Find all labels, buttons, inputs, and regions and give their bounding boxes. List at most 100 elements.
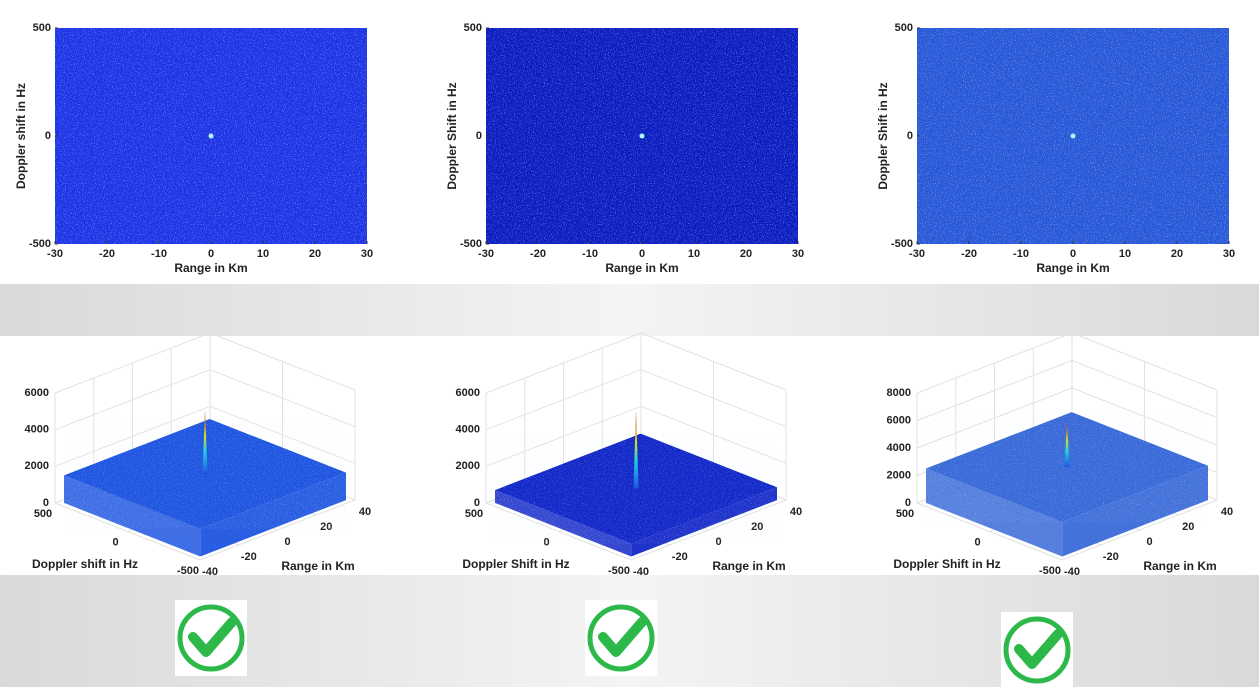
x-tick-label: 0 [1070, 248, 1076, 260]
x-tick-label: 20 [320, 521, 332, 533]
x-axis-label: Range in Km [1036, 261, 1109, 275]
grid-line [630, 499, 787, 561]
x-tick-label: 0 [284, 536, 290, 548]
surface-side [631, 487, 777, 557]
y-tick-label: -500 [177, 565, 199, 577]
y-tick-label: -500 [1039, 565, 1061, 577]
x-tick-label: -20 [1103, 551, 1119, 563]
x-tick-label: 10 [1119, 248, 1131, 260]
x-tick-label: 10 [257, 248, 269, 260]
z-tick-label: 8000 [887, 387, 911, 399]
z-tick-label: 6000 [887, 414, 911, 426]
x-tick-label: 30 [361, 248, 373, 260]
check-marks [175, 600, 1073, 687]
y-tick-label: 500 [895, 22, 913, 34]
x-tick-label: -20 [241, 551, 257, 563]
peak [633, 409, 639, 489]
x-tick-label: -40 [633, 566, 649, 578]
x-tick-label: 10 [688, 248, 700, 260]
grid-line [1061, 499, 1218, 561]
y-tick-label: 0 [45, 130, 51, 142]
check-mark [175, 600, 247, 676]
x-tick-label: -40 [1064, 566, 1080, 578]
z-tick-label: 2000 [887, 469, 911, 481]
x-tick-label: -20 [530, 248, 546, 260]
peak [208, 133, 214, 139]
check-mark [585, 600, 657, 676]
peak [639, 133, 645, 139]
y-tick-label: 500 [465, 508, 483, 520]
y-tick-label: 500 [464, 22, 482, 34]
y-axis-label: Doppler Shift in Hz [876, 82, 890, 189]
z-tick-label: 4000 [887, 442, 911, 454]
y-tick-label: 0 [476, 130, 482, 142]
z-tick-label: 2000 [25, 460, 49, 472]
x-tick-label: -30 [47, 248, 63, 260]
y-tick-label: 500 [33, 22, 51, 34]
y-tick-label: -500 [608, 565, 630, 577]
surface-side [64, 475, 201, 557]
y-tick-label: 500 [896, 508, 914, 520]
z-tick-label: 4000 [25, 424, 49, 436]
surface-side [926, 468, 1063, 557]
x-tick-label: 20 [740, 248, 752, 260]
peak [1070, 133, 1076, 139]
x-axis-label: Range in Km [281, 559, 354, 573]
x-tick-label: 40 [359, 506, 371, 518]
surface-texture [495, 433, 777, 544]
x-tick-label: 20 [751, 521, 763, 533]
y-tick-label: 0 [907, 130, 913, 142]
peak [1064, 421, 1070, 468]
separator-band [0, 284, 1259, 336]
z-tick-label: 0 [905, 497, 911, 509]
x-axis-label: Range in Km [1143, 559, 1216, 573]
x-tick-label: 0 [1146, 536, 1152, 548]
x-tick-label: 40 [790, 506, 802, 518]
x-tick-label: -20 [99, 248, 115, 260]
surface-side [495, 490, 632, 557]
x-tick-label: -10 [582, 248, 598, 260]
x-tick-label: 20 [309, 248, 321, 260]
x-tick-label: 30 [792, 248, 804, 260]
y-axis-label: Doppler Shift in Hz [893, 557, 1000, 571]
x-tick-label: -10 [151, 248, 167, 260]
x-tick-label: 40 [1221, 506, 1233, 518]
x-tick-label: -20 [672, 551, 688, 563]
z-tick-label: 0 [474, 497, 480, 509]
z-tick-label: 6000 [25, 387, 49, 399]
y-tick-label: 500 [34, 508, 52, 520]
y-axis-label: Doppler shift in Hz [14, 83, 28, 189]
z-tick-label: 0 [43, 497, 49, 509]
x-axis-label: Range in Km [174, 261, 247, 275]
y-tick-label: -500 [460, 238, 482, 250]
x-tick-label: 20 [1182, 521, 1194, 533]
y-axis-label: Doppler Shift in Hz [462, 557, 569, 571]
y-axis-label: Doppler shift in Hz [32, 557, 138, 571]
x-tick-label: 0 [208, 248, 214, 260]
x-axis-label: Range in Km [712, 559, 785, 573]
z-tick-label: 2000 [456, 460, 480, 472]
peak [202, 409, 208, 474]
check-mark [1001, 612, 1073, 687]
x-tick-label: 0 [639, 248, 645, 260]
x-tick-label: 20 [1171, 248, 1183, 260]
y-tick-label: 0 [974, 536, 980, 548]
x-axis-label: Range in Km [605, 261, 678, 275]
surface-side [1062, 465, 1208, 557]
x-tick-label: 0 [715, 536, 721, 548]
x-tick-label: -30 [909, 248, 925, 260]
x-tick-label: -30 [478, 248, 494, 260]
z-tick-label: 4000 [456, 424, 480, 436]
x-tick-label: -20 [961, 248, 977, 260]
surface-side [200, 472, 346, 557]
grid-line [199, 499, 356, 561]
y-axis-label: Doppler Shift in Hz [445, 82, 459, 189]
y-tick-label: 0 [112, 536, 118, 548]
y-tick-label: 0 [543, 536, 549, 548]
x-tick-label: -40 [202, 566, 218, 578]
y-tick-label: -500 [891, 238, 913, 250]
z-tick-label: 6000 [456, 387, 480, 399]
x-tick-label: 30 [1223, 248, 1235, 260]
x-tick-label: -10 [1013, 248, 1029, 260]
